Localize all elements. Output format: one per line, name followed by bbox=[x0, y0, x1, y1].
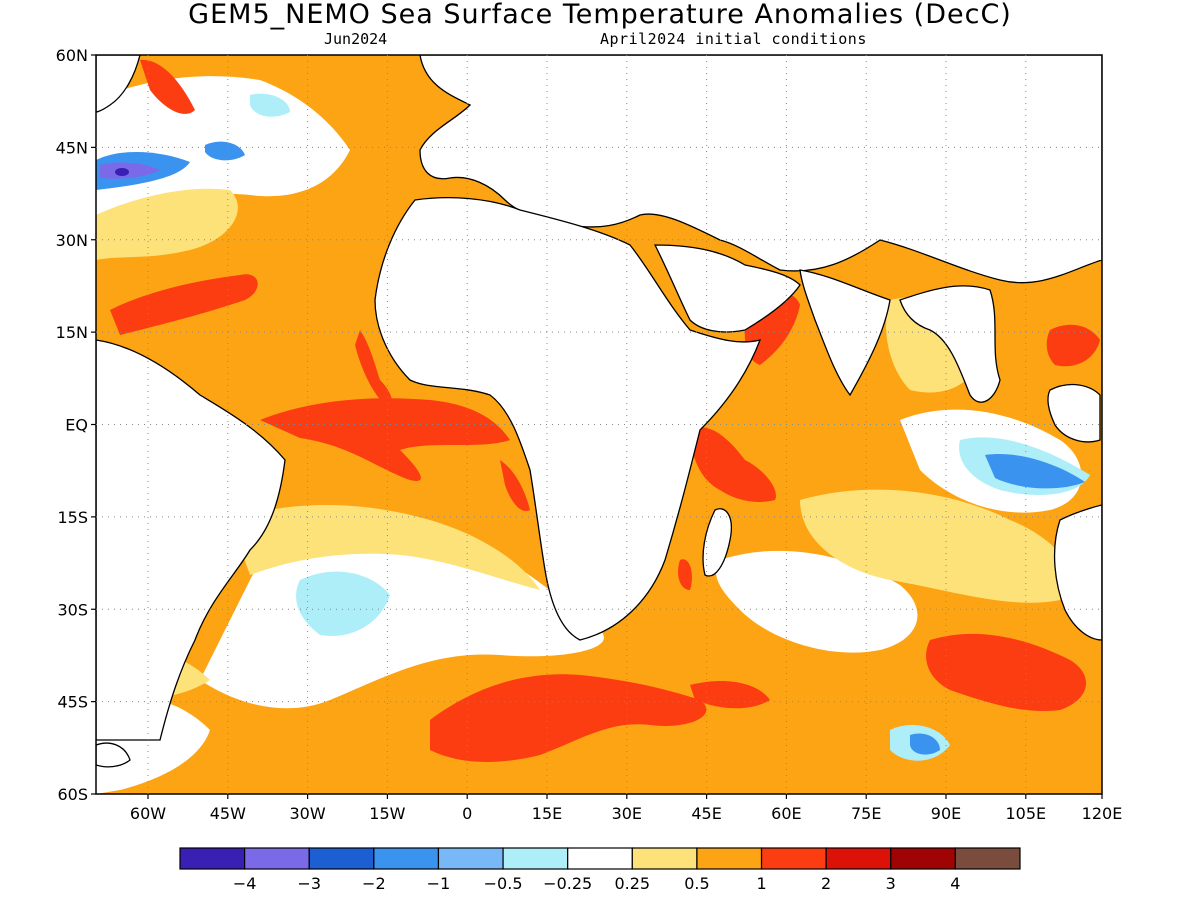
land-sumatra-borneo bbox=[1047, 383, 1101, 443]
strong-positive-angola bbox=[500, 460, 530, 511]
colorbar-label: −2 bbox=[362, 874, 386, 893]
lon-tick-label: 30E bbox=[612, 804, 642, 823]
colorbar-swatch bbox=[179, 847, 246, 870]
colorbar: −4 −3 −2 −1 −0.5 −0.25 0.25 0.5 1 2 3 4 bbox=[179, 847, 1021, 893]
colorbar-label: 3 bbox=[886, 874, 896, 893]
map-title: GEM5_NEMO Sea Surface Temperature Anomal… bbox=[188, 0, 1012, 30]
lat-tick-label: 15N bbox=[56, 323, 88, 342]
lon-tick-label: 0 bbox=[462, 804, 472, 823]
colorbar-swatch bbox=[244, 847, 310, 870]
colorbar-label: −1 bbox=[427, 874, 451, 893]
lon-tick-label: 15W bbox=[369, 804, 405, 823]
land-europe bbox=[419, 55, 1102, 284]
colorbar-label: −3 bbox=[297, 874, 321, 893]
neutral-region-south-indian bbox=[716, 550, 918, 653]
colorbar-label: 2 bbox=[821, 874, 831, 893]
lon-tick-label: 45E bbox=[691, 804, 721, 823]
lat-tick-label: 30S bbox=[57, 600, 88, 619]
lat-tick-label: 60S bbox=[57, 785, 88, 804]
colorbar-label: 0.25 bbox=[614, 874, 650, 893]
light-negative-north-atlantic bbox=[250, 93, 290, 117]
lat-tick-label: 45N bbox=[56, 138, 88, 157]
colorbar-swatch bbox=[373, 847, 440, 870]
strong-positive-tropical-atlantic bbox=[110, 274, 258, 335]
land-australia bbox=[1053, 504, 1102, 641]
land-madagascar bbox=[702, 508, 732, 577]
lat-tick-label: 45S bbox=[57, 693, 88, 712]
colorbar-label: 1 bbox=[756, 874, 766, 893]
strong-positive-south-china-sea bbox=[1046, 324, 1100, 367]
colorbar-label: −4 bbox=[233, 874, 257, 893]
latitude-axis: 60N 45N 30N 15N EQ 15S 30S 45S 60S bbox=[56, 46, 96, 804]
lon-tick-label: 120E bbox=[1082, 804, 1123, 823]
strong-positive-north-atlantic bbox=[140, 59, 195, 114]
colorbar-swatch bbox=[890, 847, 956, 870]
land-southeast-asia bbox=[899, 285, 1001, 403]
land-africa bbox=[374, 197, 762, 641]
colorbar-swatch bbox=[760, 847, 827, 870]
light-positive-indian bbox=[800, 489, 1072, 603]
lon-tick-label: 60W bbox=[130, 804, 166, 823]
forecast-month: Jun2024 bbox=[324, 30, 388, 48]
light-positive-north-atlantic bbox=[96, 188, 238, 260]
colorbar-label: −0.25 bbox=[543, 874, 592, 893]
colorbar-label: 0.5 bbox=[684, 874, 709, 893]
lon-tick-label: 45W bbox=[210, 804, 246, 823]
strong-negative-center bbox=[115, 168, 129, 176]
anomaly-field bbox=[96, 55, 1102, 794]
colorbar-swatch bbox=[825, 847, 892, 870]
lon-tick-label: 90E bbox=[931, 804, 961, 823]
lat-tick-label: 30N bbox=[56, 231, 88, 250]
colorbar-swatch bbox=[502, 847, 569, 870]
longitude-axis: 60W 45W 30W 15W 0 15E 30E 45E 60E 75E 90E 105E 120E bbox=[130, 794, 1122, 823]
colorbar-swatch bbox=[308, 847, 375, 870]
moderate-negative-indonesia bbox=[985, 454, 1085, 489]
lon-tick-label: 105E bbox=[1005, 804, 1046, 823]
strong-positive-west-african-coast bbox=[355, 330, 392, 406]
colorbar-label: −0.5 bbox=[484, 874, 523, 893]
light-positive-south-atlantic bbox=[230, 505, 540, 590]
colorbar-swatch bbox=[567, 847, 633, 870]
light-negative-south-atlantic bbox=[296, 571, 390, 636]
moderate-negative-gulf-stream-2 bbox=[205, 141, 245, 161]
strong-negative-core bbox=[100, 162, 160, 179]
moderate-negative-south-indian bbox=[910, 733, 940, 755]
strong-positive-mozambique bbox=[678, 559, 692, 590]
strong-positive-gulf-of-guinea bbox=[260, 398, 510, 481]
colorbar-swatch bbox=[631, 847, 698, 870]
land-india bbox=[799, 269, 891, 397]
strong-positive-western-indian bbox=[690, 427, 776, 502]
lat-tick-label: 15S bbox=[57, 508, 88, 527]
land-arabia bbox=[653, 244, 801, 333]
colorbar-swatch bbox=[437, 847, 504, 870]
land-antarctic-tip bbox=[96, 742, 131, 768]
colorbar-swatch bbox=[696, 847, 763, 870]
lon-tick-label: 60E bbox=[771, 804, 801, 823]
lat-tick-label: 60N bbox=[56, 46, 88, 65]
lat-tick-label: EQ bbox=[65, 416, 88, 435]
lon-tick-label: 30W bbox=[290, 804, 326, 823]
lon-tick-label: 75E bbox=[851, 804, 881, 823]
initial-conditions-label: April2024 initial conditions bbox=[600, 30, 867, 48]
land-south-america bbox=[96, 339, 286, 741]
lon-tick-label: 15E bbox=[532, 804, 562, 823]
colorbar-swatch bbox=[954, 847, 1021, 870]
strong-positive-southeast-indian bbox=[926, 633, 1087, 711]
colorbar-label: 4 bbox=[950, 874, 960, 893]
strong-positive-south-atlantic-band bbox=[430, 674, 707, 762]
